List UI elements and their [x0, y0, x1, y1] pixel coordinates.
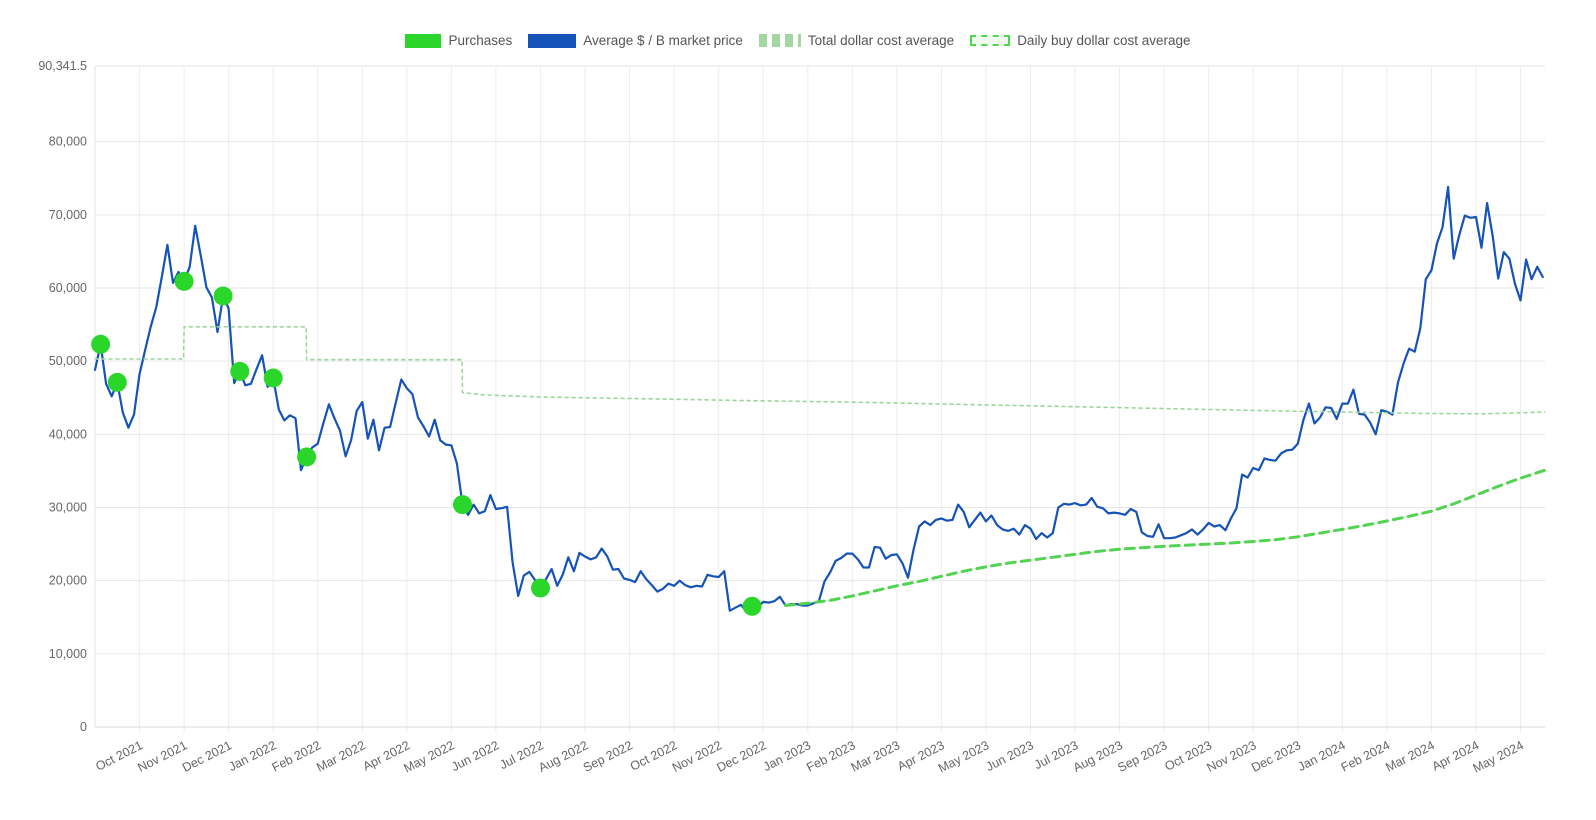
x-axis-label: Dec 2023 [1249, 738, 1303, 775]
purchase-dot[interactable] [174, 271, 194, 291]
x-axis-label: May 2023 [936, 738, 991, 775]
y-axis-label: 20,000 [49, 574, 87, 588]
y-axis-label: 80,000 [49, 135, 87, 149]
purchase-dot[interactable] [742, 596, 762, 616]
y-axis-label: 70,000 [49, 208, 87, 222]
series-total-dca [94, 325, 1546, 415]
chart-legend: Purchases Average $ / B market price Tot… [0, 33, 1596, 48]
x-axis-label: Oct 2023 [1162, 738, 1214, 774]
y-axis-label: 0 [80, 720, 87, 734]
purchase-dot[interactable] [91, 334, 111, 354]
y-axis-label: 90,341.5 [38, 59, 87, 73]
legend-label-purchases: Purchases [448, 33, 513, 48]
x-axis-label: Dec 2022 [715, 738, 769, 775]
y-axis-label: 50,000 [49, 354, 87, 368]
x-axis-label: Aug 2022 [536, 738, 590, 775]
x-axis-label: Aug 2023 [1071, 738, 1125, 775]
x-axis-label: Jun 2022 [449, 738, 501, 774]
x-axis-label: Sep 2022 [581, 738, 635, 775]
legend-label-total-dca: Total dollar cost average [807, 33, 955, 48]
x-axis-label: Jun 2023 [984, 738, 1036, 774]
x-axis-label: Feb 2023 [804, 738, 857, 774]
x-axis-label: Oct 2021 [93, 738, 145, 774]
x-axis-label: Mar 2024 [1383, 738, 1436, 774]
legend-label-market-price: Average $ / B market price [583, 33, 743, 48]
x-axis-label: Oct 2022 [628, 738, 680, 774]
x-axis-label: Feb 2024 [1339, 738, 1392, 774]
x-axis-label: Jan 2024 [1295, 738, 1347, 774]
purchase-dot[interactable] [453, 495, 472, 515]
y-axis-label: 30,000 [49, 500, 87, 514]
x-axis-label: Dec 2021 [180, 738, 234, 775]
purchase-dot[interactable] [107, 372, 127, 392]
purchases-swatch [405, 33, 442, 48]
series-market-price [93, 185, 1544, 613]
purchase-dot[interactable] [297, 447, 317, 467]
legend-item-daily-dca[interactable]: Daily buy dollar cost average [970, 33, 1191, 48]
market-price-swatch [528, 33, 577, 48]
x-axis-label: May 2022 [401, 738, 456, 775]
purchase-dot[interactable] [213, 286, 233, 306]
legend-item-market-price[interactable]: Average $ / B market price [528, 33, 743, 48]
x-axis-label: Feb 2022 [270, 738, 323, 774]
x-axis-label: Nov 2022 [670, 738, 724, 775]
x-axis-label: Jan 2023 [761, 738, 813, 774]
y-axis-label: 40,000 [49, 427, 87, 441]
legend-item-purchases[interactable]: Purchases [405, 33, 512, 48]
series-daily-dca [784, 468, 1547, 607]
legend-item-total-dca[interactable]: Total dollar cost average [758, 33, 955, 48]
x-axis-label: Mar 2022 [314, 738, 367, 774]
daily-dca-swatch [970, 35, 1011, 46]
purchase-dot[interactable] [230, 361, 250, 381]
y-axis-label: 60,000 [49, 281, 87, 295]
x-axis-label: May 2024 [1471, 738, 1526, 775]
purchase-dot[interactable] [263, 368, 283, 388]
purchase-dot[interactable] [531, 578, 550, 598]
x-axis-label: Nov 2021 [135, 738, 189, 775]
x-axis-label: Jan 2022 [226, 738, 278, 774]
x-axis-label: Mar 2023 [849, 738, 902, 774]
x-axis-label: Nov 2023 [1205, 738, 1259, 775]
total-dca-swatch [758, 34, 801, 47]
x-axis-label: Sep 2023 [1115, 738, 1169, 775]
y-axis-label: 10,000 [49, 647, 87, 661]
legend-label-daily-dca: Daily buy dollar cost average [1017, 33, 1191, 48]
